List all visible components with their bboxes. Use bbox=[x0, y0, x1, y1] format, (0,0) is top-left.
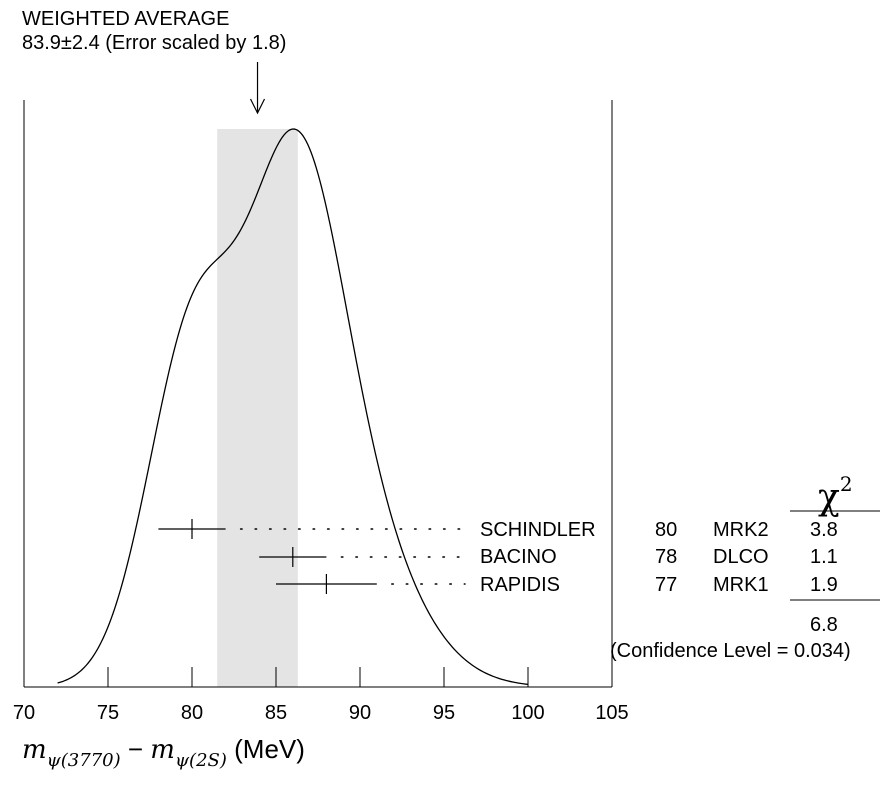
author-schindler: SCHINDLER bbox=[480, 519, 596, 541]
x-label-unit: (MeV) bbox=[234, 734, 305, 764]
x-label-sub1: ψ(3770) bbox=[46, 750, 121, 771]
chi2-rapidis: 1.9 bbox=[810, 574, 838, 596]
year-schindler: 80 bbox=[655, 519, 678, 541]
ideogram-curve bbox=[57, 128, 529, 686]
x-tick-label-100: 100 bbox=[511, 702, 544, 724]
x-label-sub2: ψ(2S) bbox=[174, 750, 227, 771]
x-label-minus: − bbox=[127, 734, 144, 764]
x-tick-label-85: 85 bbox=[265, 702, 287, 724]
author-rapidis: RAPIDIS bbox=[480, 574, 561, 596]
x-label-m1: m bbox=[22, 735, 47, 765]
chart-title: WEIGHTED AVERAGE bbox=[22, 8, 230, 30]
x-tick-label-90: 90 bbox=[349, 702, 371, 724]
chi-exponent: 2 bbox=[839, 472, 853, 496]
author-bacino: BACINO bbox=[480, 546, 557, 568]
chi-squared-header: χ2 bbox=[818, 466, 853, 516]
year-bacino: 78 bbox=[655, 546, 678, 568]
chi2-schindler: 3.8 bbox=[810, 519, 838, 541]
x-axis-label: mψ(3770) − mψ(2S) (MeV) bbox=[22, 734, 305, 771]
x-tick-label-80: 80 bbox=[181, 702, 203, 724]
experiment-rapidis: MRK1 bbox=[713, 574, 769, 596]
x-tick-label-70: 70 bbox=[13, 702, 35, 724]
x-tick-label-105: 105 bbox=[595, 702, 628, 724]
year-rapidis: 77 bbox=[655, 574, 678, 596]
x-tick-label-75: 75 bbox=[97, 702, 119, 724]
weighted-average-arrow-head bbox=[249, 98, 266, 115]
experiment-bacino: DLCO bbox=[713, 546, 769, 568]
confidence-level: (Confidence Level = 0.034) bbox=[610, 640, 851, 662]
weighted-average-band bbox=[217, 129, 298, 687]
chi2-bacino: 1.1 bbox=[810, 546, 838, 568]
experiment-schindler: MRK2 bbox=[713, 519, 769, 541]
chi2-total: 6.8 bbox=[810, 614, 838, 636]
x-tick-label-95: 95 bbox=[433, 702, 455, 724]
chi-symbol: χ bbox=[818, 477, 840, 518]
x-label-m2: m bbox=[150, 735, 175, 765]
chart-subtitle: 83.9±2.4 (Error scaled by 1.8) bbox=[22, 32, 287, 54]
